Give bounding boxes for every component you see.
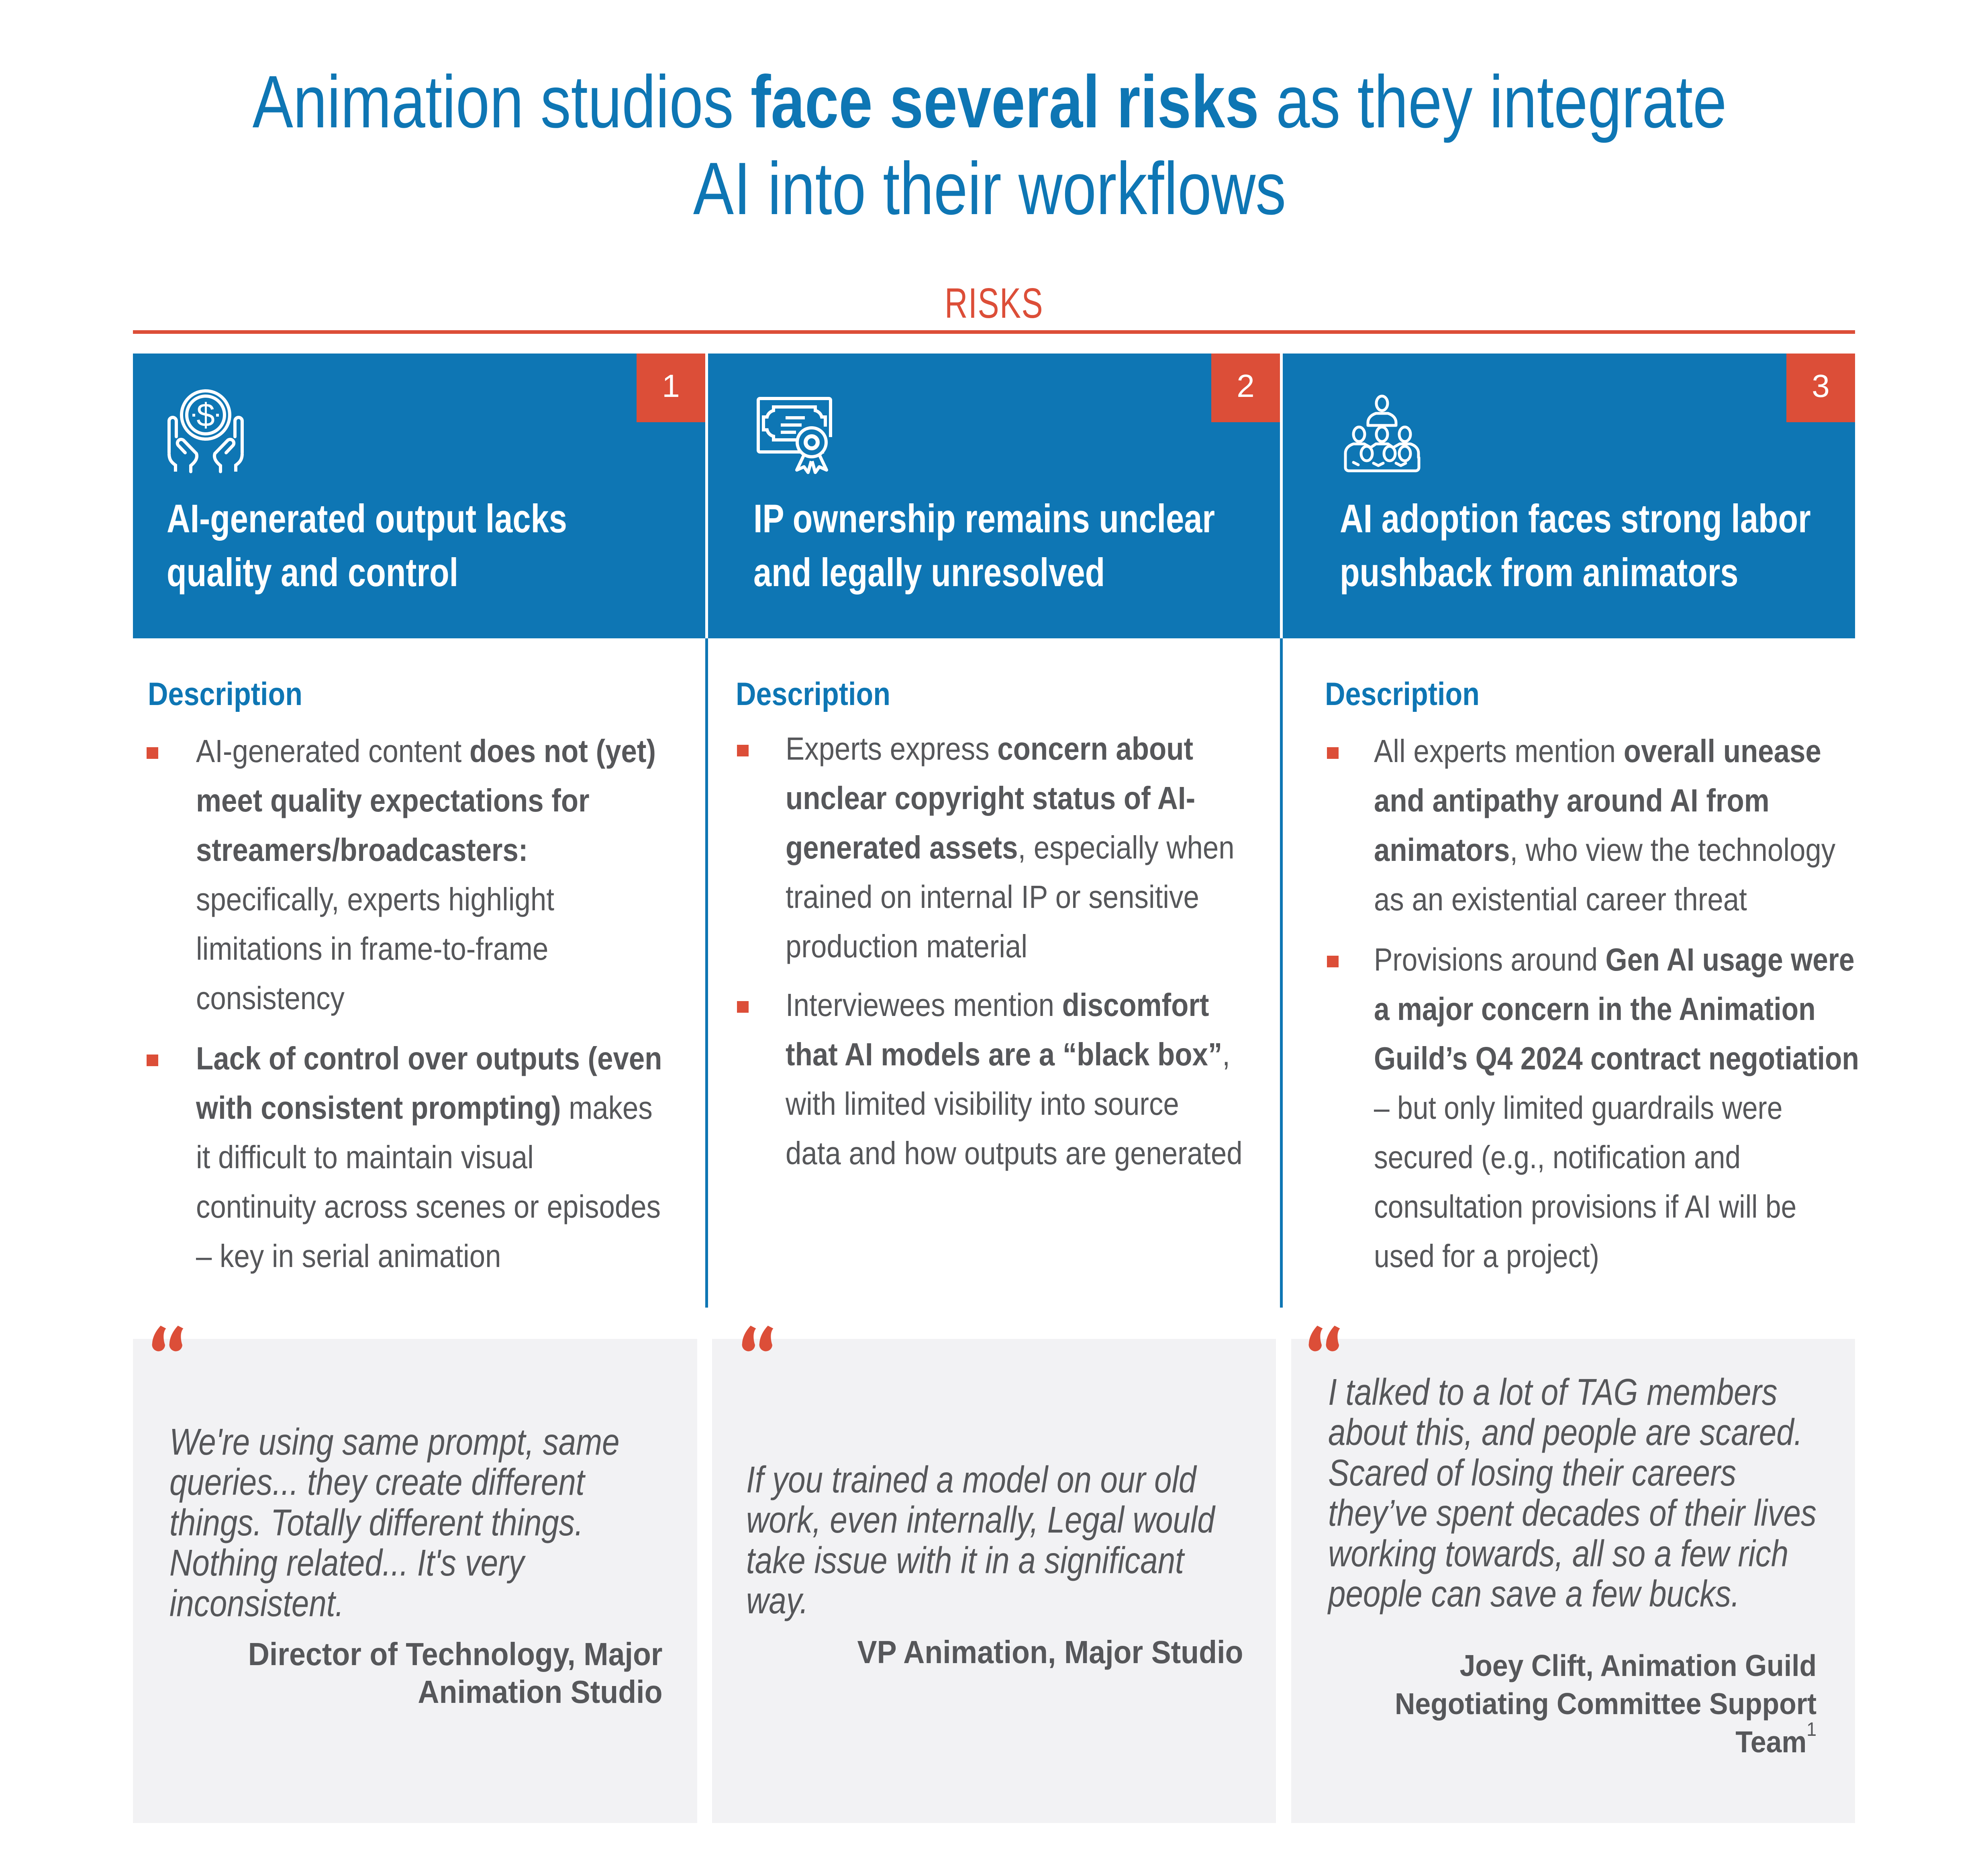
svg-text:$: $ [196,397,215,433]
